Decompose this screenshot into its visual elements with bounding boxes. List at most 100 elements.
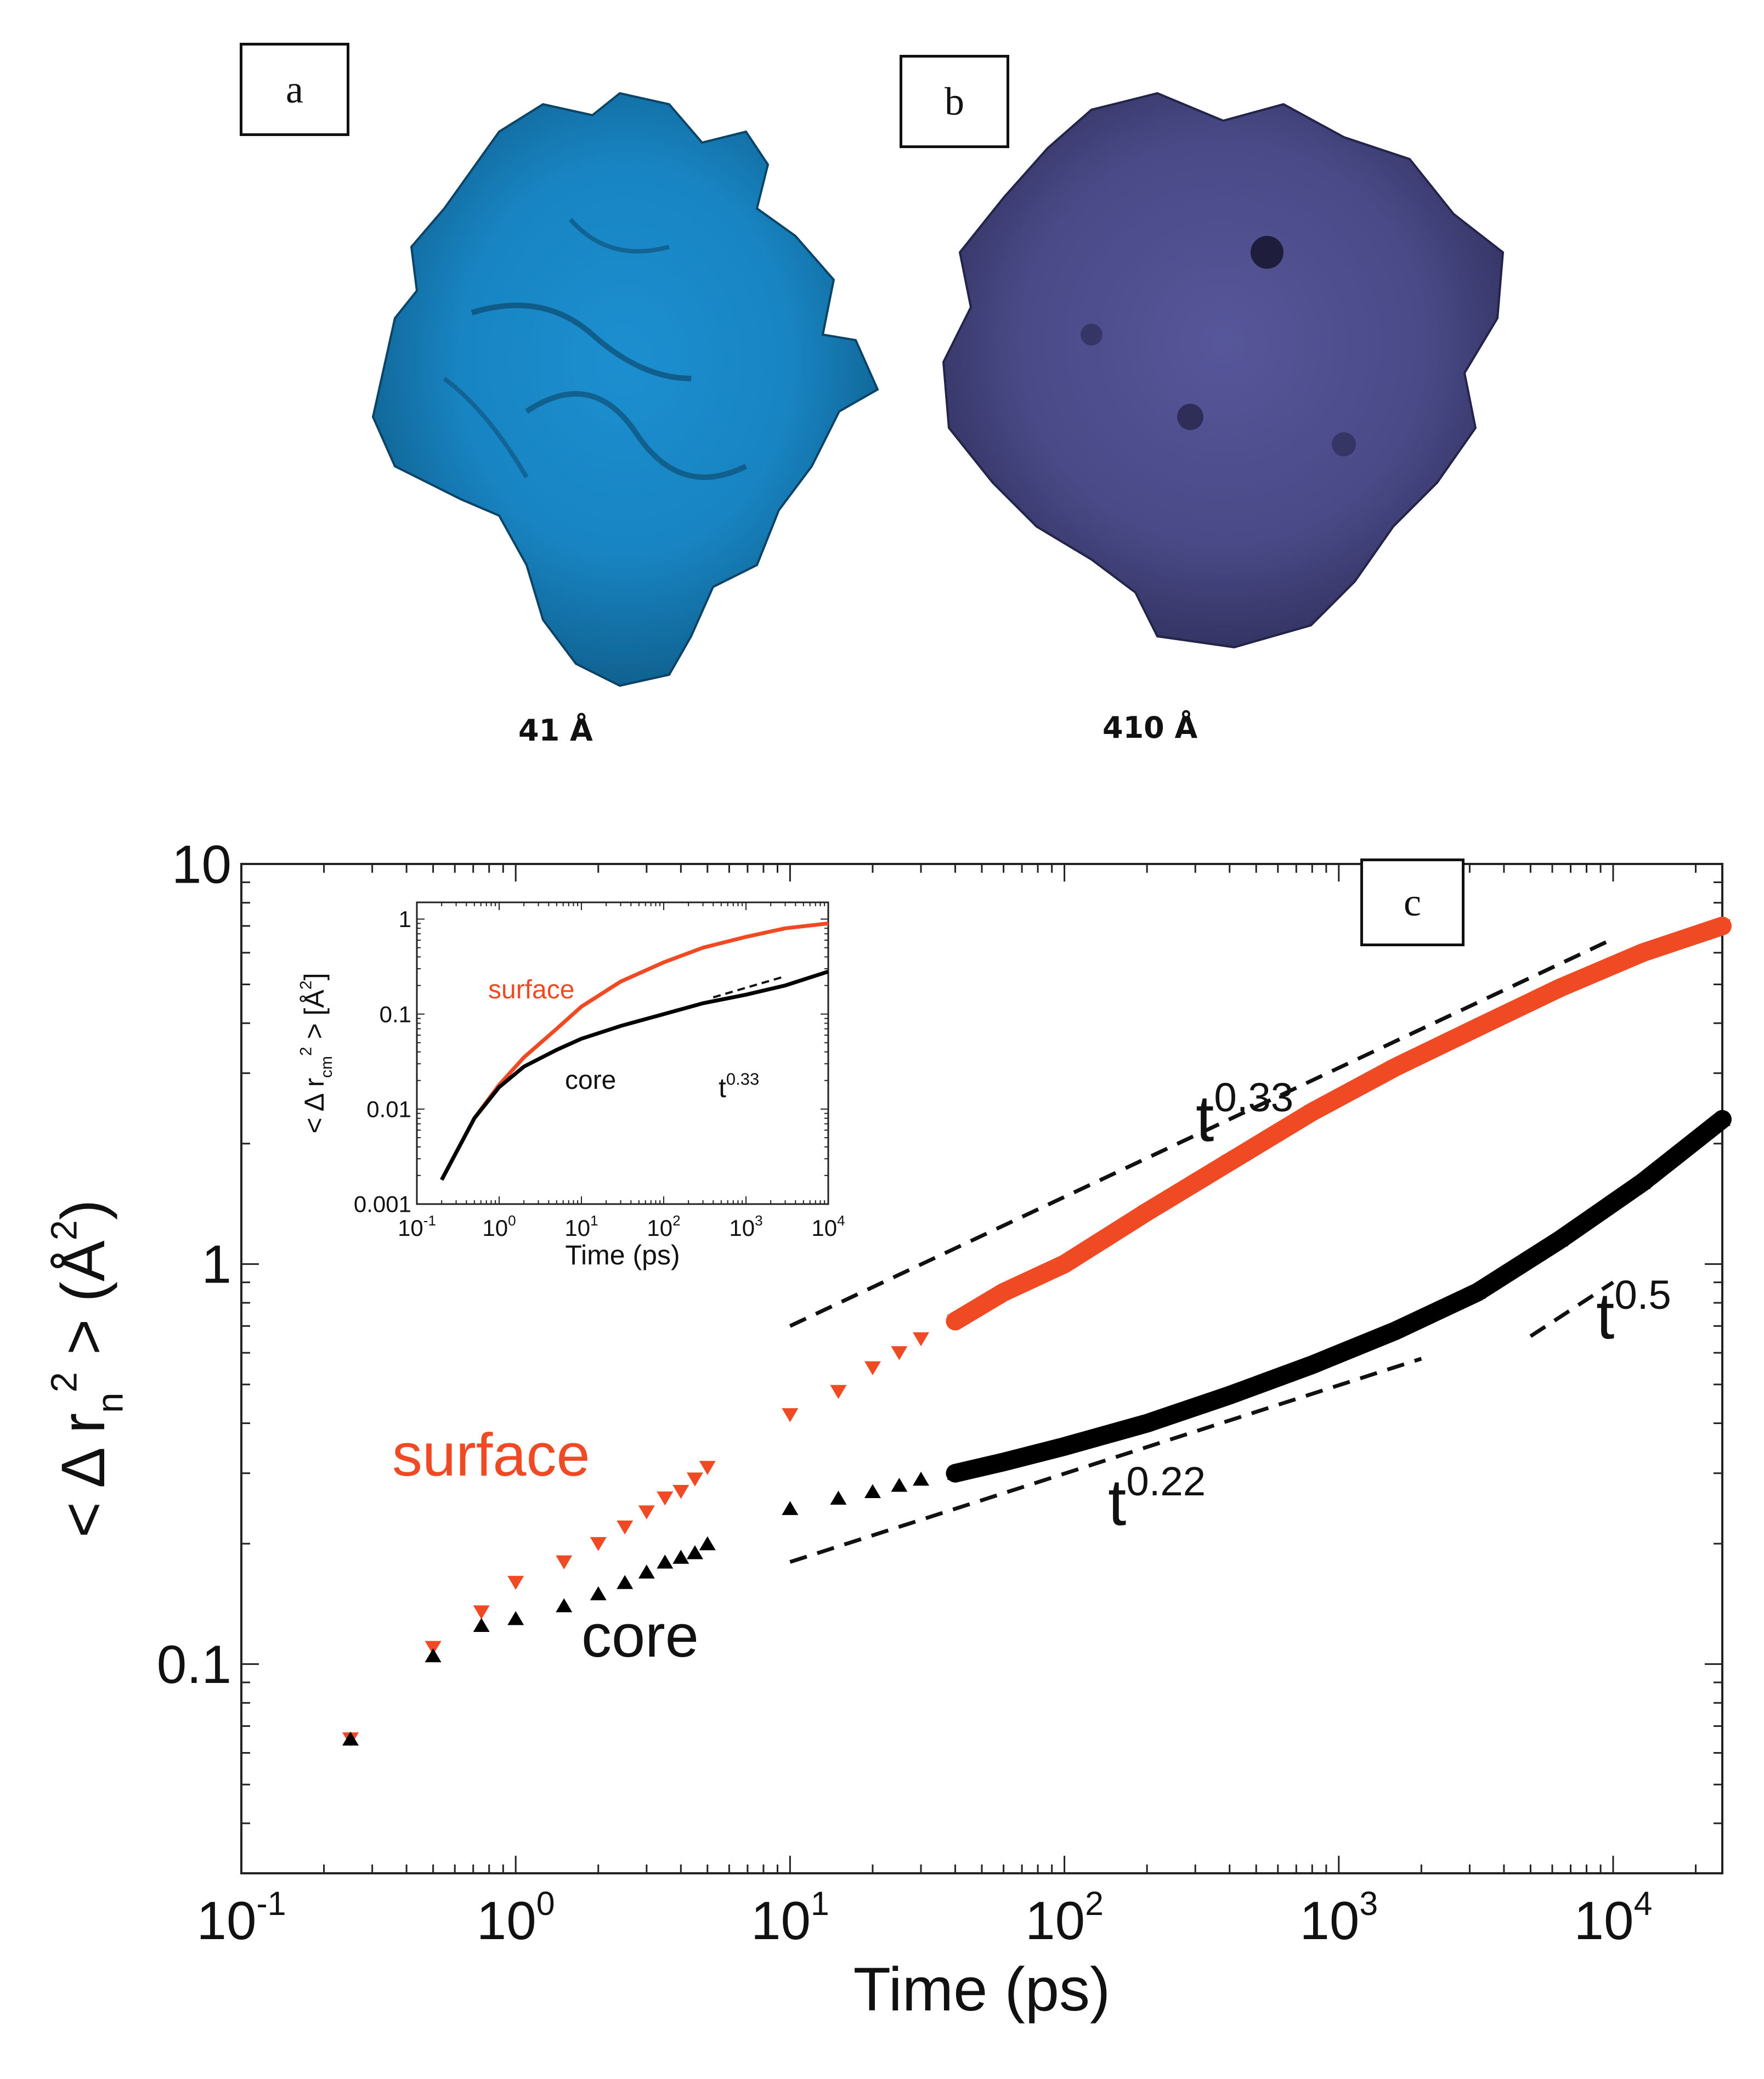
- main-core-point: [342, 1731, 359, 1746]
- main-core-point: [1634, 1174, 1651, 1189]
- panel-a-label-text: a: [286, 67, 303, 111]
- main-surface-point: [1552, 981, 1569, 996]
- msd-chart: 10-1 100 101 102 103 104 0.1 1 10 Time (ps) < Δ rn…: [44, 834, 1732, 2024]
- cropped-caption-strip: [0, 2054, 1764, 2079]
- main-surface-point: [1714, 919, 1731, 934]
- main-guide-line: [789, 1357, 1422, 1564]
- main-core-point: [1304, 1357, 1321, 1371]
- main-surface-point: [1634, 946, 1651, 961]
- main-x-tick-label: 102: [1025, 1885, 1104, 1951]
- inset-core-annotation: core: [565, 1066, 616, 1095]
- main-core-point: [995, 1454, 1012, 1469]
- inset-plot-frame: [416, 901, 829, 1205]
- main-surface-point: [891, 1346, 908, 1360]
- main-surface-point: [913, 1332, 930, 1347]
- inset-y-axis-label: < Δ rcm2 > [Å2]: [297, 973, 336, 1133]
- inset-x-tick-label: 101: [564, 1212, 598, 1241]
- main-surface-point: [590, 1537, 607, 1551]
- main-core-point: [657, 1554, 674, 1569]
- main-core-point: [1139, 1416, 1156, 1430]
- inset-x-tick-label: 10-1: [398, 1212, 436, 1241]
- main-surface-point: [617, 1520, 634, 1535]
- main-surface-point: [1221, 1155, 1238, 1170]
- inset-x-tick-label: 103: [729, 1212, 762, 1241]
- main-x-tick-label: 10-1: [196, 1885, 286, 1951]
- main-x-tick-label: 103: [1299, 1885, 1378, 1951]
- protein-surface-b: [942, 92, 1505, 649]
- inset-guide-label: t0.33: [719, 1070, 759, 1104]
- main-core-point: [638, 1564, 655, 1579]
- main-x-tick-label: 104: [1574, 1885, 1653, 1951]
- main-surface-point: [686, 1472, 703, 1487]
- inset-y-tick-label: 1: [399, 906, 411, 932]
- main-core-point: [590, 1586, 607, 1601]
- main-surface-point: [1139, 1205, 1156, 1219]
- main-surface-point: [672, 1485, 689, 1499]
- main-y-axis-label: < Δ rn2 > (Å2): [44, 1200, 131, 1538]
- core-annotation: core: [581, 1602, 699, 1670]
- main-core-point: [891, 1478, 908, 1492]
- main-surface-point: [1056, 1257, 1073, 1272]
- main-y-tick-label: 1: [201, 1234, 231, 1295]
- main-core-point: [425, 1648, 442, 1663]
- main-surface-point: [1469, 1021, 1486, 1035]
- main-core-point: [782, 1501, 799, 1515]
- panel-b-label: b: [900, 55, 1009, 148]
- main-core-point: [1714, 1112, 1731, 1126]
- main-surface-point: [1304, 1105, 1321, 1120]
- main-guide-line: [1529, 1280, 1614, 1338]
- inset-x-axis-label: Time (ps): [565, 1240, 680, 1270]
- main-core-point: [617, 1575, 634, 1589]
- guide-label: t0.22: [1108, 1459, 1206, 1539]
- main-core-point: [672, 1550, 689, 1564]
- main-core-point: [1056, 1439, 1073, 1453]
- inset-x-tick-label: 104: [811, 1212, 845, 1241]
- inset-x-tick-label: 102: [647, 1212, 680, 1241]
- inset-core-line: [440, 969, 829, 1181]
- main-core-point: [864, 1484, 881, 1499]
- inset-chart: 10-1 100 101 102 103 104 0.001 0.01 0.1 1 Time (ps…: [297, 901, 845, 1270]
- main-surface-point: [995, 1285, 1012, 1300]
- main-core-point: [913, 1471, 930, 1486]
- main-surface-point: [864, 1361, 881, 1376]
- surface-annotation: surface: [392, 1421, 590, 1489]
- inset-y-tick-label: 0.1: [380, 1001, 411, 1027]
- main-core-point: [473, 1618, 490, 1632]
- panel-c-label-text: c: [1404, 880, 1421, 924]
- main-surface-point: [699, 1461, 716, 1475]
- inset-surface-annotation: surface: [488, 975, 574, 1004]
- main-surface-point: [947, 1314, 964, 1329]
- main-surface-point: [782, 1408, 799, 1422]
- guide-label: t0.33: [1196, 1075, 1293, 1155]
- main-surface-point: [556, 1555, 573, 1569]
- main-core-point: [1552, 1232, 1569, 1247]
- main-core-point: [699, 1536, 716, 1551]
- main-surface-point: [657, 1492, 674, 1506]
- panel-c-label: c: [1360, 858, 1465, 946]
- main-x-axis-label: Time (ps): [853, 1955, 1111, 2024]
- panel-b-caption: 410 Å: [1102, 710, 1198, 745]
- main-y-tick-label: 0.1: [157, 1634, 231, 1694]
- main-surface-point: [473, 1605, 490, 1620]
- main-core-point: [686, 1545, 703, 1560]
- main-core-point: [556, 1598, 573, 1613]
- inset-x-tick-label: 100: [482, 1212, 516, 1241]
- main-surface-point: [507, 1575, 524, 1590]
- main-core-point: [507, 1611, 524, 1625]
- main-y-tick-label: 10: [172, 834, 231, 894]
- main-surface-point: [638, 1505, 655, 1519]
- panel-a-label: a: [240, 43, 349, 136]
- main-x-tick-label: 101: [751, 1885, 829, 1951]
- protein-surface-a: [371, 92, 879, 687]
- inset-y-tick-label: 0.001: [354, 1191, 411, 1217]
- main-surface-point: [1386, 1060, 1403, 1075]
- panel-a-caption: 41 Å: [518, 713, 593, 748]
- main-core-point: [1386, 1323, 1403, 1338]
- main-x-tick-label: 100: [477, 1885, 555, 1951]
- main-core-point: [830, 1490, 847, 1505]
- panel-b-label-text: b: [945, 80, 964, 123]
- main-surface-point: [425, 1641, 442, 1655]
- main-core-point: [1221, 1387, 1238, 1402]
- main-surface-point: [830, 1385, 847, 1399]
